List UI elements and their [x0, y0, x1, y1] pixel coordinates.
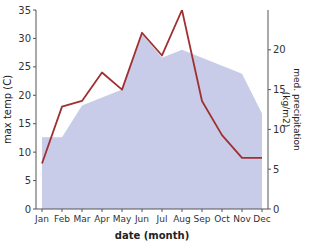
x-axis-line	[36, 209, 268, 210]
tick-label: Dec	[253, 214, 270, 224]
tick	[33, 10, 36, 11]
tick-label: May	[113, 214, 132, 224]
tick	[222, 209, 223, 212]
tick-label: 0	[273, 204, 279, 215]
tick	[268, 129, 271, 130]
tick	[82, 209, 83, 212]
x-axis-label: date (month)	[115, 230, 189, 241]
tick	[202, 209, 203, 212]
y2-axis-label-line: med. precipitation	[292, 68, 302, 150]
tick-label: Jul	[156, 214, 168, 224]
tick-label: Jun	[134, 214, 149, 224]
tick-label: 20	[18, 90, 31, 101]
tick	[42, 209, 43, 212]
tick-label: 15	[18, 118, 31, 129]
y-axis-line	[36, 10, 37, 209]
tick-label: Jan	[34, 214, 49, 224]
tick	[33, 152, 36, 153]
tick	[33, 66, 36, 67]
y2-axis-label-line: (kg/m2)	[281, 92, 291, 127]
tick-label: Nov	[233, 214, 251, 224]
chart: 0510152025303505101520JanFebMarAprMayJun…	[0, 0, 318, 247]
tick	[142, 209, 143, 212]
line	[42, 10, 262, 164]
tick-label: 35	[18, 5, 31, 16]
area	[42, 34, 262, 209]
tick	[122, 209, 123, 212]
tick-label: 5	[25, 175, 31, 186]
tick-label: Aug	[173, 214, 191, 224]
tick	[182, 209, 183, 212]
tick-label: 0	[25, 204, 31, 215]
tick	[162, 209, 163, 212]
tick	[268, 89, 271, 90]
tick	[33, 123, 36, 124]
tick-label: 20	[273, 44, 286, 55]
tick-label: Apr	[94, 214, 110, 224]
tick	[268, 209, 271, 210]
tick	[62, 209, 63, 212]
tick	[102, 209, 103, 212]
y2-axis-line	[268, 10, 269, 209]
tick	[268, 49, 271, 50]
tick	[33, 38, 36, 39]
y2-axis-label: med. precipitation(kg/m2)	[281, 68, 302, 150]
tick-label: Feb	[54, 214, 70, 224]
tick-label: Oct	[214, 214, 230, 224]
tick	[33, 95, 36, 96]
tick-label: 30	[18, 33, 31, 44]
plot-area	[42, 10, 262, 209]
tick	[33, 209, 36, 210]
tick-label: 25	[18, 61, 31, 72]
tick	[33, 180, 36, 181]
tick-label: 5	[273, 164, 279, 175]
tick-label: 10	[18, 147, 31, 158]
tick	[268, 169, 271, 170]
tick-label: Mar	[74, 214, 91, 224]
tick	[242, 209, 243, 212]
tick	[262, 209, 263, 212]
y-axis-label: max temp (C)	[2, 75, 13, 144]
tick-label: Sep	[194, 214, 211, 224]
